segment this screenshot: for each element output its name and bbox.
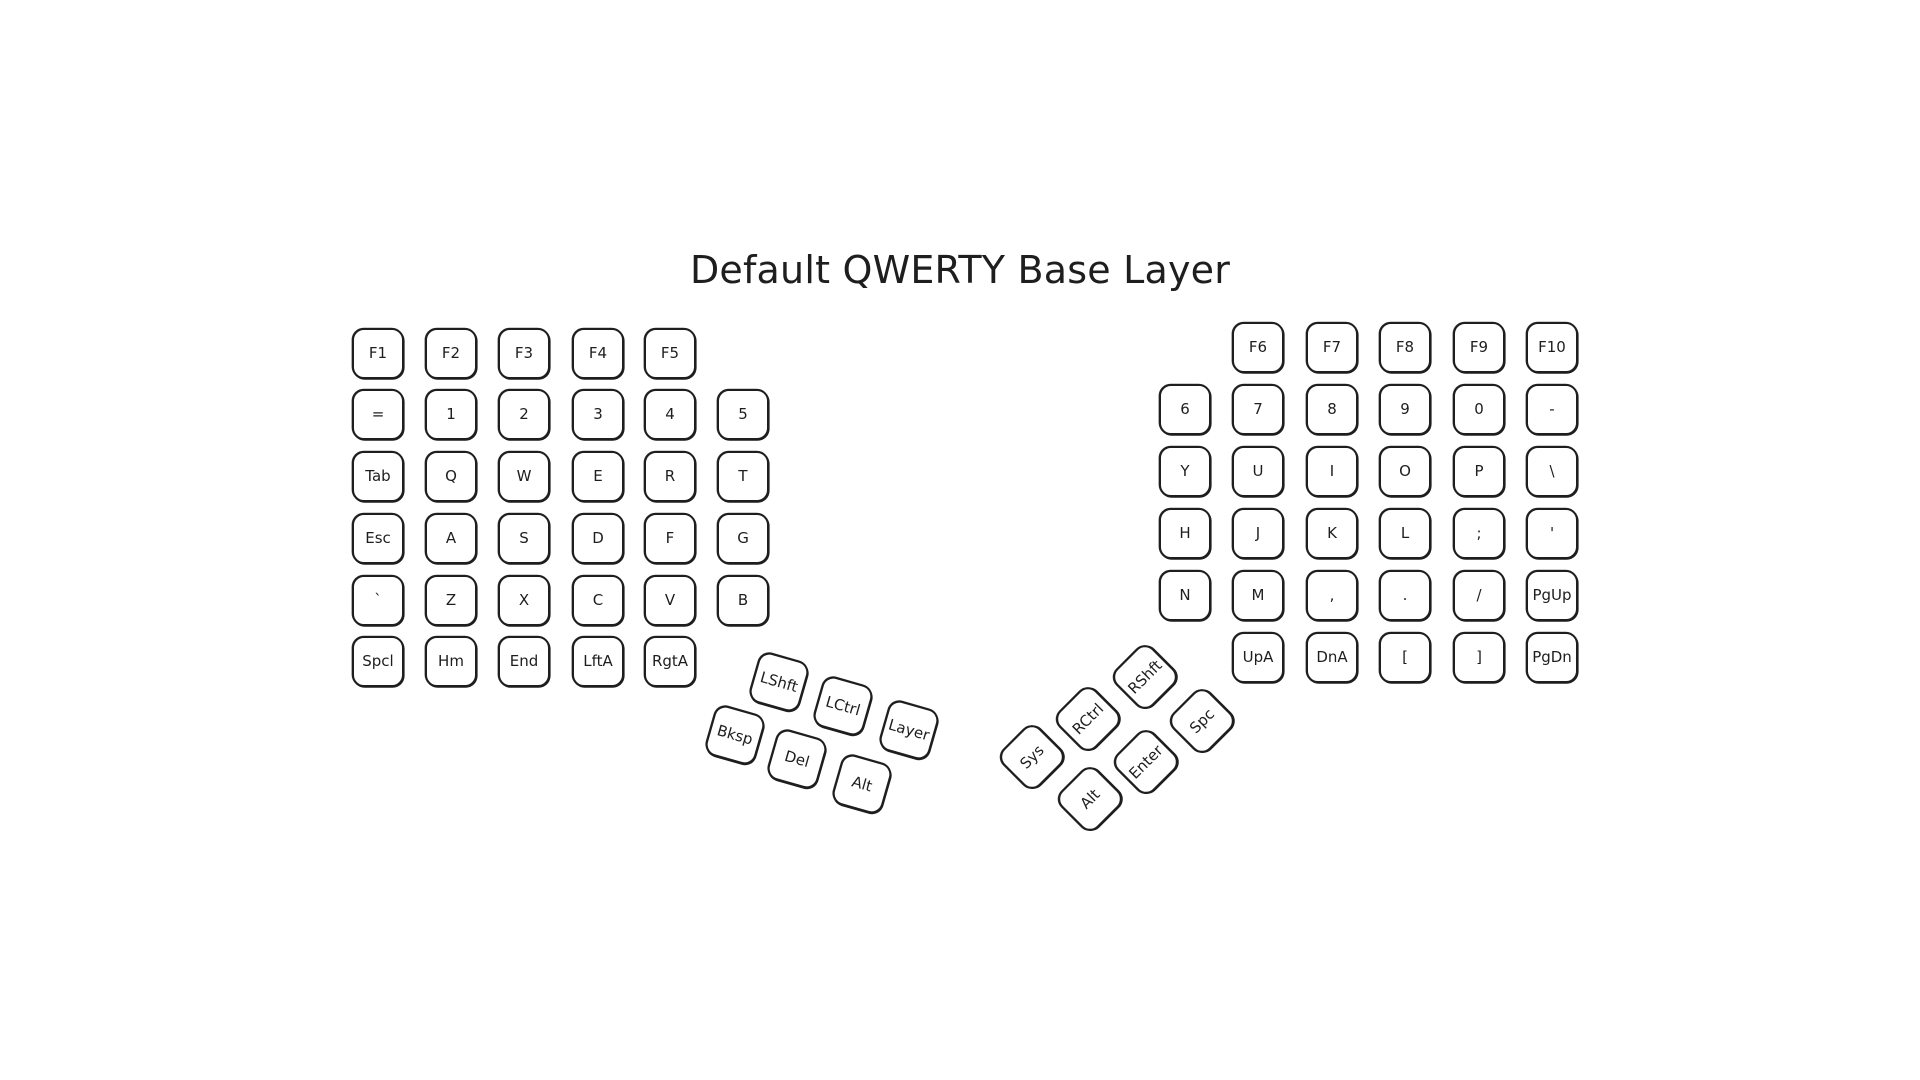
key-keyboard-left_thumb-1[interactable]: LCtrl bbox=[810, 673, 876, 738]
key-keyboard-left_rows-2-1[interactable]: Q bbox=[425, 450, 477, 502]
key-keyboard-left_rows-1-2[interactable]: 2 bbox=[498, 388, 550, 440]
key-keyboard-right_rows-1-4[interactable]: 0 bbox=[1453, 383, 1505, 435]
key-keyboard-left_rows-3-2[interactable]: S bbox=[498, 512, 550, 564]
key-keyboard-left_rows-4-3[interactable]: C bbox=[572, 574, 624, 626]
key-keyboard-left_rows-3-1[interactable]: A bbox=[425, 512, 477, 564]
key-keyboard-left_rows-3-4[interactable]: F bbox=[644, 512, 696, 564]
key-keyboard-right_rows-0-0[interactable]: F6 bbox=[1232, 321, 1284, 373]
key-keyboard-right_rows-1-1[interactable]: 7 bbox=[1232, 383, 1284, 435]
key-keyboard-right_rows-2-4[interactable]: P bbox=[1453, 445, 1505, 497]
key-keyboard-left_rows-2-0[interactable]: Tab bbox=[352, 450, 404, 502]
key-keyboard-right_rows-2-1[interactable]: U bbox=[1232, 445, 1284, 497]
key-keyboard-right_rows-4-5[interactable]: PgUp bbox=[1526, 569, 1578, 621]
key-keyboard-left_rows-5-3[interactable]: LftA bbox=[572, 635, 624, 687]
key-keyboard-right_rows-3-1[interactable]: J bbox=[1232, 507, 1284, 559]
key-keyboard-right_rows-0-2[interactable]: F8 bbox=[1379, 321, 1431, 373]
key-keyboard-left_rows-1-5[interactable]: 5 bbox=[717, 388, 769, 440]
key-keyboard-right_rows-3-0[interactable]: H bbox=[1159, 507, 1211, 559]
key-keyboard-right_thumb-0[interactable]: RShft bbox=[1108, 639, 1182, 714]
key-keyboard-right_thumb-4[interactable]: Enter bbox=[1109, 724, 1183, 799]
key-keyboard-right_rows-2-3[interactable]: O bbox=[1379, 445, 1431, 497]
key-keyboard-left_rows-1-0[interactable]: = bbox=[352, 388, 404, 440]
key-keyboard-right_rows-2-2[interactable]: I bbox=[1306, 445, 1358, 497]
diagram-title: Default QWERTY Base Layer bbox=[689, 248, 1231, 292]
key-keyboard-right_rows-3-4[interactable]: ; bbox=[1453, 507, 1505, 559]
key-keyboard-right_rows-5-2[interactable]: [ bbox=[1379, 631, 1431, 683]
key-keyboard-right_rows-4-0[interactable]: N bbox=[1159, 569, 1211, 621]
key-keyboard-left_rows-3-3[interactable]: D bbox=[572, 512, 624, 564]
key-keyboard-right_thumb-3[interactable]: Spc bbox=[1165, 683, 1239, 758]
key-keyboard-left_rows-0-3[interactable]: F4 bbox=[572, 327, 624, 379]
key-keyboard-left_rows-2-5[interactable]: T bbox=[717, 450, 769, 502]
key-keyboard-right_rows-0-4[interactable]: F10 bbox=[1526, 321, 1578, 373]
key-keyboard-right_rows-3-2[interactable]: K bbox=[1306, 507, 1358, 559]
key-keyboard-left_rows-4-5[interactable]: B bbox=[717, 574, 769, 626]
key-keyboard-right_thumb-1[interactable]: RCtrl bbox=[1051, 681, 1125, 756]
key-keyboard-right_rows-0-1[interactable]: F7 bbox=[1306, 321, 1358, 373]
key-keyboard-right_rows-2-5[interactable]: \ bbox=[1526, 445, 1578, 497]
key-keyboard-right_rows-5-3[interactable]: ] bbox=[1453, 631, 1505, 683]
key-keyboard-left_rows-5-1[interactable]: Hm bbox=[425, 635, 477, 687]
key-keyboard-right_rows-1-3[interactable]: 9 bbox=[1379, 383, 1431, 435]
key-keyboard-left_rows-2-3[interactable]: E bbox=[572, 450, 624, 502]
key-keyboard-left_rows-0-2[interactable]: F3 bbox=[498, 327, 550, 379]
key-keyboard-left_rows-1-1[interactable]: 1 bbox=[425, 388, 477, 440]
key-keyboard-right_rows-3-3[interactable]: L bbox=[1379, 507, 1431, 559]
key-keyboard-right_rows-4-4[interactable]: / bbox=[1453, 569, 1505, 621]
key-keyboard-left_rows-4-0[interactable]: ` bbox=[352, 574, 404, 626]
key-keyboard-right_rows-1-5[interactable]: - bbox=[1526, 383, 1578, 435]
key-keyboard-right_rows-5-4[interactable]: PgDn bbox=[1526, 631, 1578, 683]
key-keyboard-right_rows-5-1[interactable]: DnA bbox=[1306, 631, 1358, 683]
key-keyboard-left_rows-1-4[interactable]: 4 bbox=[644, 388, 696, 440]
key-keyboard-left_rows-4-2[interactable]: X bbox=[498, 574, 550, 626]
key-keyboard-left_rows-4-1[interactable]: Z bbox=[425, 574, 477, 626]
key-keyboard-left_thumb-0[interactable]: LShft bbox=[746, 649, 812, 714]
key-keyboard-right_rows-2-0[interactable]: Y bbox=[1159, 445, 1211, 497]
key-keyboard-left_thumb-5[interactable]: Alt bbox=[829, 751, 895, 816]
key-keyboard-left_rows-0-4[interactable]: F5 bbox=[644, 327, 696, 379]
key-keyboard-left_rows-5-0[interactable]: Spcl bbox=[352, 635, 404, 687]
key-keyboard-right_rows-1-2[interactable]: 8 bbox=[1306, 383, 1358, 435]
key-keyboard-left_thumb-3[interactable]: Bksp bbox=[702, 702, 768, 767]
key-keyboard-right_rows-4-1[interactable]: M bbox=[1232, 569, 1284, 621]
key-keyboard-left_rows-5-4[interactable]: RgtA bbox=[644, 635, 696, 687]
key-keyboard-left_rows-0-0[interactable]: F1 bbox=[352, 327, 404, 379]
key-keyboard-right_rows-3-5[interactable]: ' bbox=[1526, 507, 1578, 559]
key-keyboard-left_rows-2-4[interactable]: R bbox=[644, 450, 696, 502]
key-keyboard-left_thumb-4[interactable]: Del bbox=[764, 726, 830, 791]
key-keyboard-right_rows-0-3[interactable]: F9 bbox=[1453, 321, 1505, 373]
key-keyboard-left_thumb-2[interactable]: Layer bbox=[876, 697, 942, 762]
key-keyboard-left_rows-3-0[interactable]: Esc bbox=[352, 512, 404, 564]
key-keyboard-left_rows-0-1[interactable]: F2 bbox=[425, 327, 477, 379]
key-keyboard-left_rows-1-3[interactable]: 3 bbox=[572, 388, 624, 440]
key-keyboard-left_rows-4-4[interactable]: V bbox=[644, 574, 696, 626]
key-keyboard-right_rows-4-2[interactable]: , bbox=[1306, 569, 1358, 621]
key-keyboard-right_rows-5-0[interactable]: UpA bbox=[1232, 631, 1284, 683]
key-keyboard-right_thumb-5[interactable]: Alt bbox=[1053, 761, 1127, 836]
key-keyboard-right_thumb-2[interactable]: Sys bbox=[995, 719, 1069, 794]
key-keyboard-left_rows-3-5[interactable]: G bbox=[717, 512, 769, 564]
key-keyboard-left_rows-2-2[interactable]: W bbox=[498, 450, 550, 502]
key-keyboard-left_rows-5-2[interactable]: End bbox=[498, 635, 550, 687]
key-keyboard-right_rows-4-3[interactable]: . bbox=[1379, 569, 1431, 621]
key-keyboard-right_rows-1-0[interactable]: 6 bbox=[1159, 383, 1211, 435]
